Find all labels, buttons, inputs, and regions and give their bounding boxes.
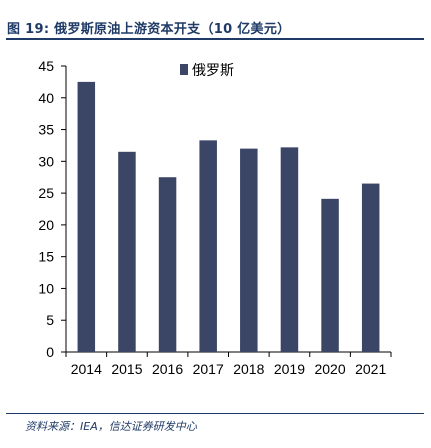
- legend: 俄罗斯: [180, 62, 234, 78]
- bar-2020: [321, 198, 339, 352]
- bar-2019: [280, 147, 299, 352]
- bars: [77, 81, 380, 352]
- x-axis: 2014 2015 2016 2017 2018 2019 2020 2021: [65, 351, 392, 377]
- title-divider: [6, 38, 424, 40]
- bar-2018: [240, 148, 258, 352]
- y-tick-label: 45: [38, 58, 54, 74]
- y-tick-label: 0: [46, 344, 54, 360]
- x-tick-label: 2016: [152, 361, 183, 377]
- y-tick-label: 20: [38, 217, 54, 233]
- x-tick-label: 2021: [355, 361, 386, 377]
- bar-2021: [361, 183, 380, 352]
- x-tick-label: 2014: [71, 361, 102, 377]
- y-tick-label: 15: [38, 249, 54, 265]
- bar-2015: [118, 151, 136, 352]
- x-tick-label: 2019: [274, 361, 305, 377]
- x-tick-label: 2017: [193, 361, 224, 377]
- y-tick-label: 5: [46, 312, 54, 328]
- bar-2017: [199, 140, 217, 352]
- y-tick-label: 10: [38, 280, 54, 296]
- source-divider: [6, 413, 424, 414]
- y-tick-label: 30: [38, 153, 54, 169]
- legend-label: 俄罗斯: [192, 62, 234, 78]
- y-tick-label: 40: [38, 90, 54, 106]
- x-tick-label: 2015: [111, 361, 142, 377]
- y-tick-label: 35: [38, 122, 54, 138]
- x-tick-label: 2020: [314, 361, 345, 377]
- y-axis: 0 5 10 15 20 25 30 35 40 45: [38, 58, 67, 360]
- y-tick-label: 25: [38, 185, 54, 201]
- figure-title: 图 19: 俄罗斯原油上游资本开支（10 亿美元）: [7, 22, 291, 37]
- source-note: 资料来源：IEA，信达证券研发中心: [25, 420, 197, 433]
- legend-swatch: [180, 64, 188, 75]
- x-tick-label: 2018: [233, 361, 264, 377]
- bar-2014: [77, 81, 96, 352]
- bar-2016: [158, 177, 177, 352]
